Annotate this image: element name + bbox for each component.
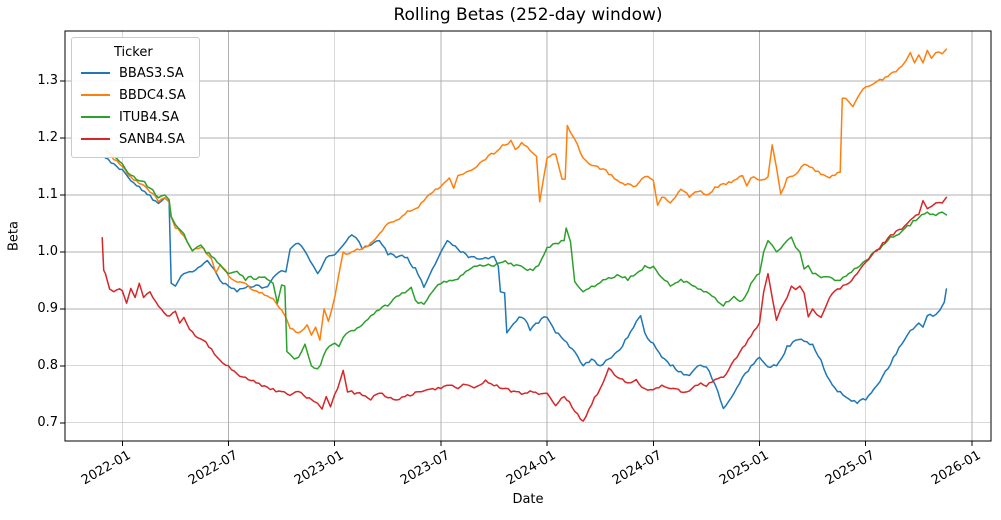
- legend-item-bbas3: BBAS3.SA: [81, 62, 186, 84]
- legend-item-bbdc4: BBDC4.SA: [81, 84, 186, 106]
- legend-label-bbdc4: BBDC4.SA: [119, 87, 186, 103]
- legend-line-sample-bbas3: [81, 72, 110, 74]
- y-tick-label: 1.3: [37, 73, 58, 89]
- legend-item-sanb4: SANB4.SA: [81, 128, 186, 150]
- y-tick-label: 1.2: [37, 130, 58, 146]
- legend-line-sample-sanb4: [81, 138, 110, 140]
- axes-frame: [64, 30, 992, 442]
- x-axis-label: Date: [512, 492, 544, 507]
- legend-label-itub4: ITUB4.SA: [119, 109, 179, 125]
- chart-title: Rolling Betas (252-day window): [393, 5, 663, 25]
- legend-title: Ticker: [114, 45, 153, 60]
- gridlines: [65, 31, 991, 441]
- series-line-BBAS3.SA: [104, 157, 948, 410]
- y-tick-label: 0.9: [37, 300, 58, 316]
- y-axis-label: Beta: [6, 221, 22, 251]
- y-tick-label: 1.1: [37, 187, 58, 202]
- legend-line-sample-itub4: [81, 116, 110, 118]
- y-tick-label: 0.7: [37, 414, 58, 430]
- tick-marks: [60, 80, 973, 446]
- series-line-SANB4.SA: [101, 196, 948, 422]
- series-line-BBDC4.SA: [104, 48, 948, 341]
- y-tick-label: 1.0: [37, 243, 58, 259]
- series-line-ITUB4.SA: [104, 148, 948, 370]
- series-lines: [101, 48, 948, 422]
- legend-line-sample-bbdc4: [81, 94, 110, 96]
- y-tick-label: 0.8: [37, 357, 58, 373]
- legend-label-bbas3: BBAS3.SA: [119, 65, 184, 81]
- legend-label-sanb4: SANB4.SA: [119, 131, 185, 147]
- legend-item-itub4: ITUB4.SA: [81, 106, 186, 128]
- legend: Ticker BBAS3.SA BBDC4.SA ITUB4.SA SANB4.…: [71, 37, 200, 158]
